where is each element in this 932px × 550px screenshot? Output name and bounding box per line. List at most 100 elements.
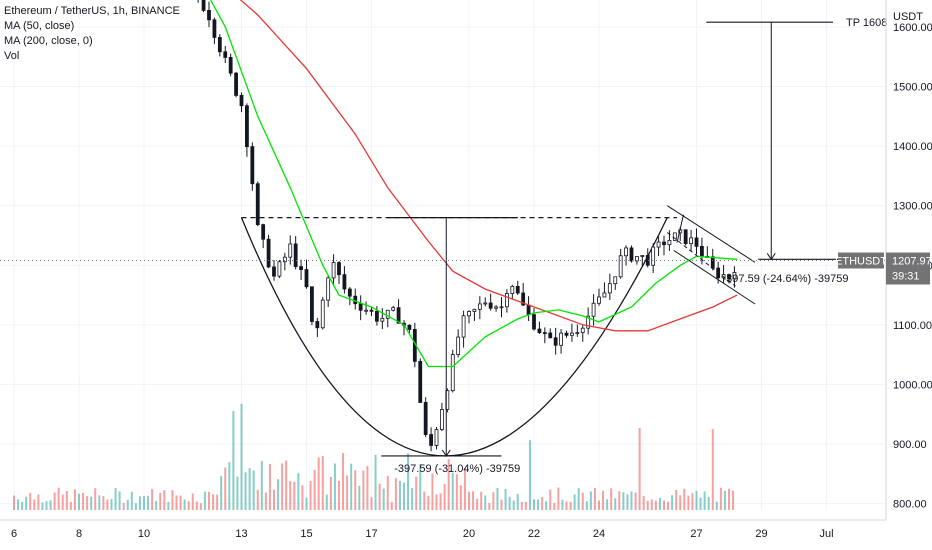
volume-bar xyxy=(21,502,24,510)
volume-bar xyxy=(561,499,564,510)
volume-bar xyxy=(86,496,89,510)
price-tick-label: 900.00 xyxy=(893,439,927,451)
volume-bar xyxy=(378,483,381,510)
volume-bar xyxy=(118,491,121,510)
volume-bar xyxy=(638,427,641,510)
volume-bar xyxy=(447,459,450,510)
candle-body xyxy=(375,310,379,322)
price-tick-label: 1000.00 xyxy=(893,379,932,391)
flag-mid-dashed xyxy=(666,232,736,287)
legend-title[interactable]: Ethereum / TetherUS, 1h, BINANCE xyxy=(4,5,180,17)
volume-bar xyxy=(719,487,722,510)
volume-bar xyxy=(236,476,239,510)
volume-bar xyxy=(13,495,15,510)
volume-bar xyxy=(17,499,20,510)
candle-body xyxy=(347,288,352,297)
symbol-tag-bg xyxy=(838,252,884,269)
ma200-line xyxy=(239,0,738,332)
legend-ma200[interactable]: MA (200, close, 0) xyxy=(4,35,93,47)
candle-body xyxy=(510,286,515,294)
volume-bar xyxy=(277,479,280,510)
volume-bar xyxy=(329,476,332,510)
price-tag: ETHUSDT 1207.97 39:31 xyxy=(0,252,932,285)
candle-body xyxy=(505,293,509,308)
volume-bar xyxy=(114,487,117,510)
volume-bar xyxy=(134,503,137,510)
volume-bar xyxy=(187,501,190,510)
volume-bar xyxy=(598,500,600,510)
date-tick-label: 13 xyxy=(235,528,247,540)
volume-bar xyxy=(618,491,621,510)
candle-body xyxy=(591,302,596,317)
candle-body xyxy=(651,246,656,266)
volume-bar xyxy=(370,497,373,510)
volume-bar xyxy=(358,485,361,510)
candle-body xyxy=(662,241,666,246)
price-tick-label: 800.00 xyxy=(893,499,927,511)
volume-bar xyxy=(333,463,336,510)
flag-upper-line xyxy=(666,205,756,263)
volume-bar xyxy=(415,476,418,510)
candle-body xyxy=(570,332,574,336)
volume-bar xyxy=(606,499,609,510)
volume-bar xyxy=(687,495,690,510)
candle-body xyxy=(694,237,699,247)
volume-bar xyxy=(626,494,629,510)
candle-body xyxy=(467,311,471,317)
volume-bar xyxy=(646,500,649,510)
volume-bar xyxy=(703,491,706,510)
candle-body xyxy=(607,283,612,294)
volume-bar xyxy=(435,494,438,510)
volume-bar xyxy=(216,494,219,510)
volume-bar xyxy=(516,493,519,510)
volume-bar xyxy=(476,498,479,510)
candle-body xyxy=(320,299,325,329)
volume-bar xyxy=(240,403,243,510)
volume-bar xyxy=(305,497,308,510)
volume-bar xyxy=(394,478,397,510)
volume-bar xyxy=(313,469,316,510)
volume-bar xyxy=(297,473,300,510)
volume-bar xyxy=(110,498,113,510)
volume-bar xyxy=(549,489,552,510)
volume-bar xyxy=(403,482,405,510)
volume-bar xyxy=(675,490,678,510)
volume-bar xyxy=(390,501,393,510)
time-axis[interactable]: 6 8 10 13 15 17 20 22 24 27 29 Jul xyxy=(0,519,886,540)
legend-vol[interactable]: Vol xyxy=(4,50,20,62)
candlesticks xyxy=(197,0,737,452)
volume-bar xyxy=(203,491,206,510)
candle-body xyxy=(526,304,531,315)
candle-body xyxy=(282,256,287,263)
candle-body xyxy=(580,327,585,333)
volume-bar xyxy=(557,487,560,510)
volume-bar xyxy=(463,468,466,510)
volume-bar xyxy=(256,489,259,510)
candle-body xyxy=(358,303,363,311)
volume-bar xyxy=(480,491,483,510)
volume-bar xyxy=(94,488,97,510)
volume-bar xyxy=(723,490,726,510)
volume-bar xyxy=(163,490,166,510)
candle-body xyxy=(418,360,423,403)
volume-bar xyxy=(585,501,588,510)
volume-bar xyxy=(82,492,85,510)
candle-body xyxy=(700,245,704,257)
legend-ma50[interactable]: MA (50, close) xyxy=(4,20,75,32)
candle-body xyxy=(353,295,358,305)
candle-body xyxy=(521,292,526,306)
volume-bar xyxy=(614,498,617,510)
volume-bar xyxy=(264,492,267,510)
candle-body xyxy=(488,302,493,309)
volume-bar xyxy=(512,500,515,510)
volume-bar xyxy=(281,463,284,510)
volume-bar xyxy=(57,487,60,510)
currency-label: USDT xyxy=(893,11,923,23)
candle-body xyxy=(326,277,331,301)
date-tick-label: 10 xyxy=(138,528,150,540)
volume-bar xyxy=(732,490,735,510)
volume-bars xyxy=(13,403,735,510)
candle-body xyxy=(277,261,282,277)
volume-bar xyxy=(321,455,324,510)
